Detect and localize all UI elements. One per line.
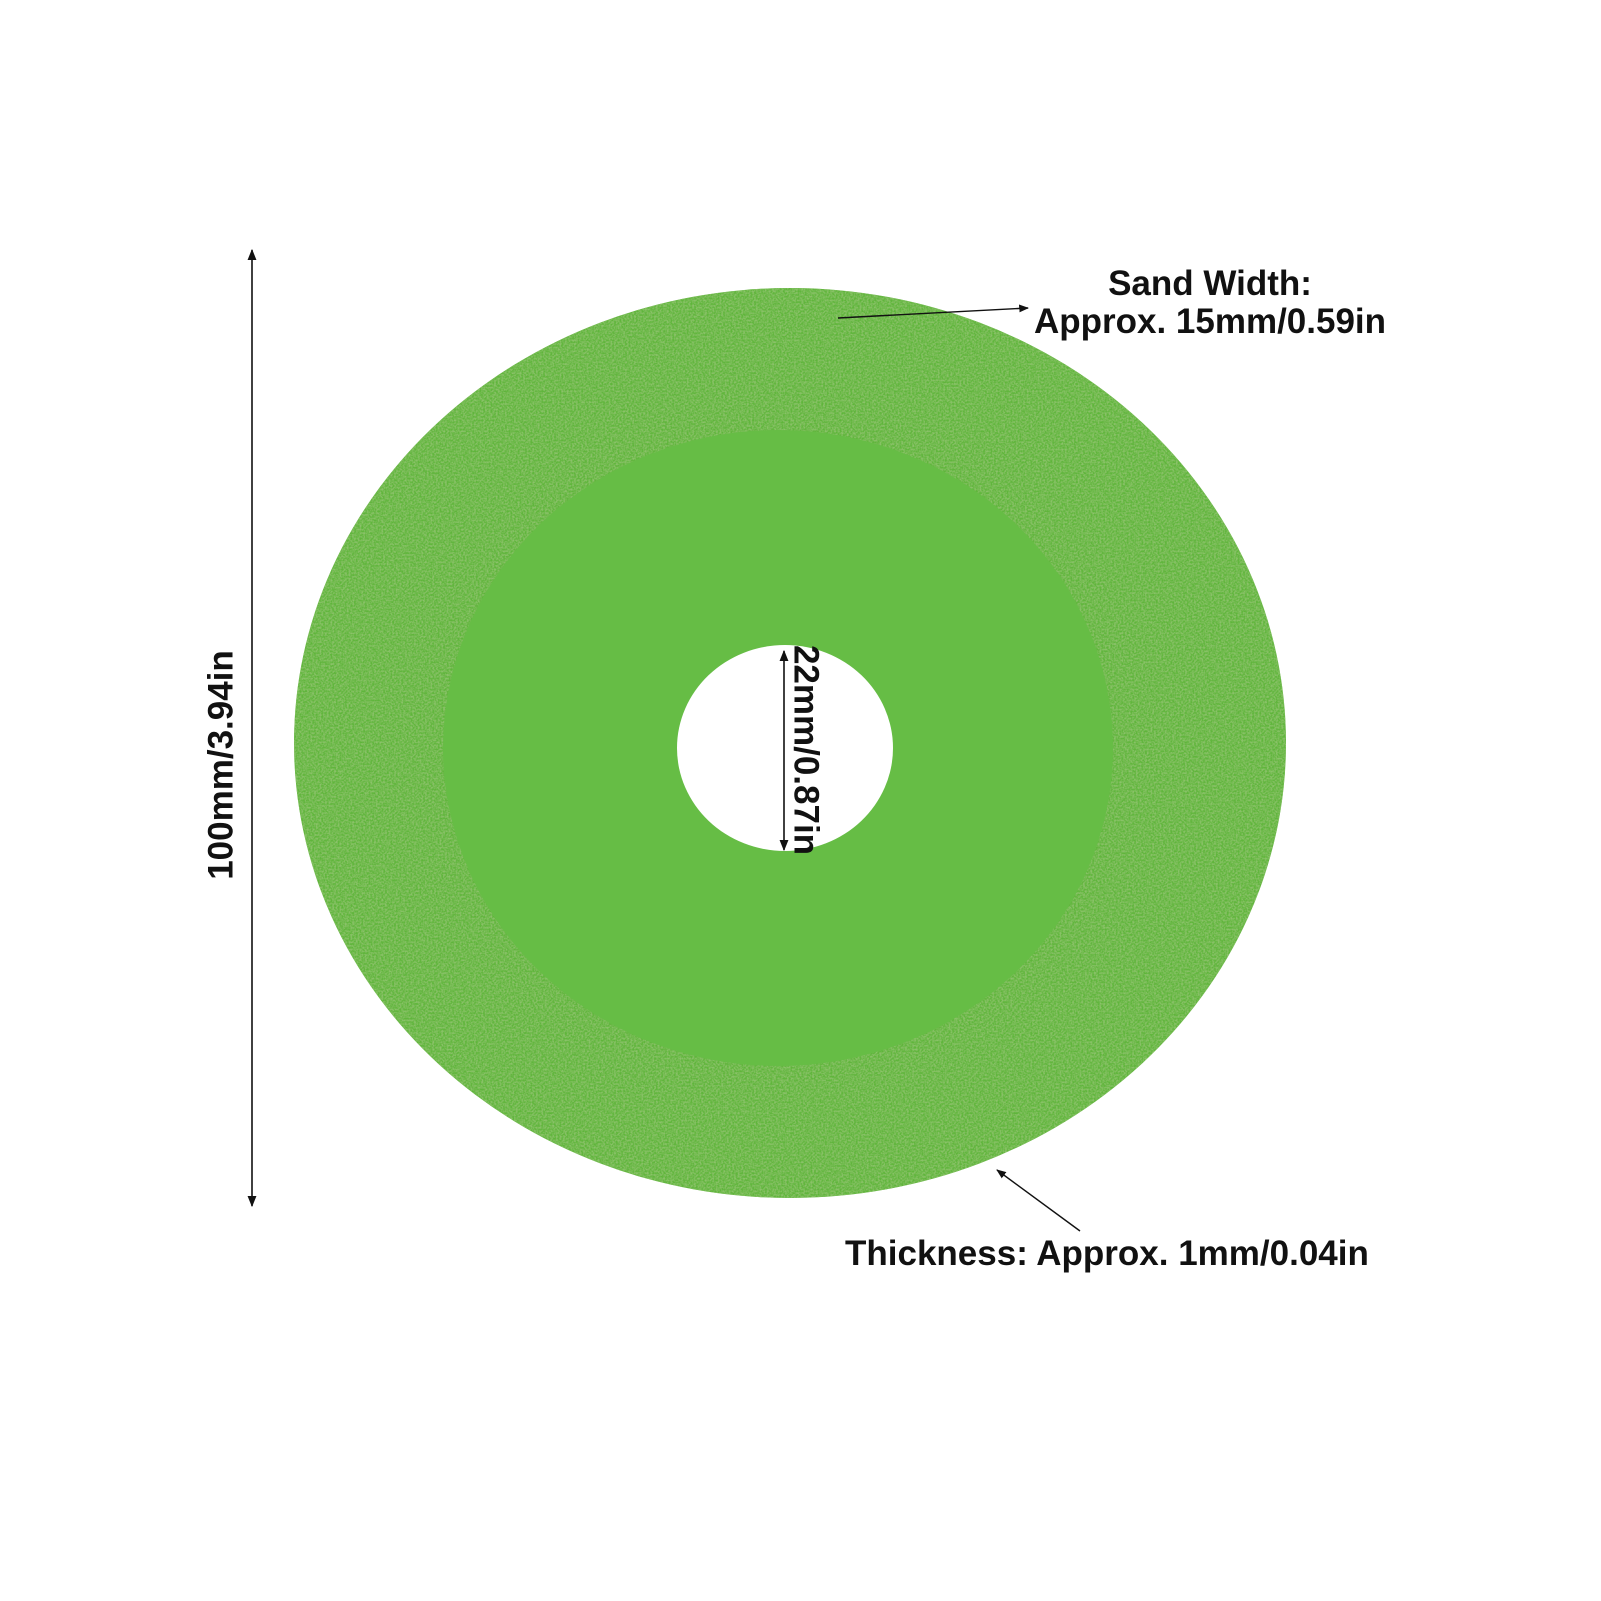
bore-diameter-label: 22mm/0.87in	[786, 644, 826, 856]
outer-diameter-label: 100mm/3.94in	[201, 650, 241, 880]
sand-width-leader	[837, 304, 1029, 319]
sand-width-label: Sand Width: Approx. 15mm/0.59in	[1010, 266, 1410, 342]
sand-width-value: Approx. 15mm/0.59in	[1033, 302, 1387, 341]
thickness-leader	[996, 1169, 1081, 1232]
sand-width-title: Sand Width:	[1108, 264, 1312, 303]
thickness-label: Thickness: Approx. 1mm/0.04in	[845, 1234, 1369, 1273]
center-bore	[677, 645, 893, 851]
